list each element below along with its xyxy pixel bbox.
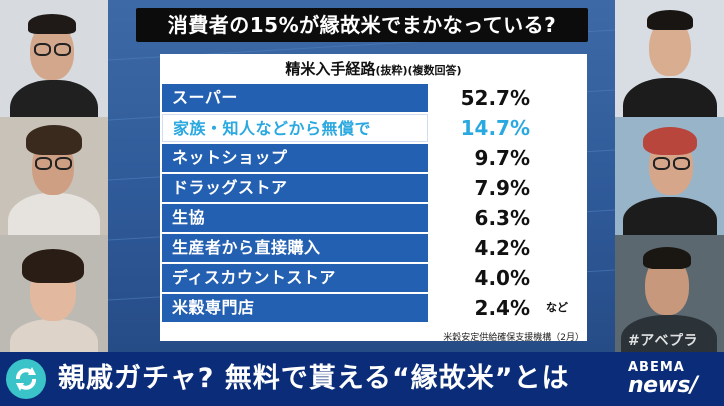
source-note: 米穀安定供給確保支援機構（2月） xyxy=(443,333,584,343)
panelist-2-glasses-right xyxy=(55,157,72,170)
panelist-video-4 xyxy=(615,0,724,117)
panelist-video-5 xyxy=(615,117,724,235)
panelist-1-hair xyxy=(28,14,76,34)
abema-news-logo: ABEMA news/ xyxy=(628,358,718,400)
row-label: 米穀専門店 xyxy=(162,294,428,322)
hashtag-watermark: #アベプラ xyxy=(628,333,698,349)
panelist-4-body xyxy=(623,78,717,117)
panelist-video-1 xyxy=(0,0,108,117)
row-value: 9.7% xyxy=(432,144,542,172)
panelist-5-glasses-right xyxy=(673,157,690,170)
row-label: 家族・知人などから無償で xyxy=(162,114,428,142)
table-row: 米穀専門店 2.4% xyxy=(162,294,585,322)
row-value: 4.0% xyxy=(432,264,542,292)
table-row: 生産者から直接購入 4.2% xyxy=(162,234,585,262)
abema-logo-top: ABEMA xyxy=(628,360,685,375)
panelist-4-hair xyxy=(647,10,693,30)
panelist-2-body xyxy=(8,193,100,235)
panelist-video-6 xyxy=(615,235,724,352)
panelist-video-3 xyxy=(0,235,108,352)
row-label: 生産者から直接購入 xyxy=(162,234,428,262)
table-row: ネットショップ 9.7% xyxy=(162,144,585,172)
table-row: スーパー 52.7% xyxy=(162,84,585,112)
row-label: ネットショップ xyxy=(162,144,428,172)
row-value: 6.3% xyxy=(432,204,542,232)
table-title-main: 精米入手経路 xyxy=(285,60,376,78)
panelist-5-glasses-left xyxy=(653,157,670,170)
panelist-5-hair xyxy=(643,127,697,155)
row-value: 7.9% xyxy=(432,174,542,202)
row-label: ドラッグストア xyxy=(162,174,428,202)
panelist-video-2 xyxy=(0,117,108,235)
panelist-3-hair xyxy=(22,249,84,283)
refresh-arrows-icon xyxy=(16,367,36,391)
refresh-logo-icon xyxy=(6,359,46,399)
abema-logo-bottom: news/ xyxy=(628,373,698,398)
row-value: 2.4% xyxy=(432,294,542,322)
panelist-1-glasses-right xyxy=(54,43,71,56)
panelist-5-body xyxy=(623,197,717,235)
etc-note: など xyxy=(546,301,568,314)
row-label: スーパー xyxy=(162,84,428,112)
row-label: ディスカウントストア xyxy=(162,264,428,292)
row-value: 14.7% xyxy=(432,114,542,142)
panelist-1-body xyxy=(10,80,98,117)
row-value: 52.7% xyxy=(432,84,542,112)
table-row: ディスカウントストア 4.0% xyxy=(162,264,585,292)
caption-text: 親戚ガチャ? 無料で貰える“縁故米”とは xyxy=(58,363,570,394)
panelist-1-glasses-left xyxy=(34,43,51,56)
caption-bar xyxy=(0,352,724,406)
row-value: 4.2% xyxy=(432,234,542,262)
panelist-3-body xyxy=(10,319,98,352)
table-title: 精米入手経路(抜粋)(複数回答) xyxy=(160,54,587,82)
table-title-sub1: (抜粋) xyxy=(375,64,408,77)
panelist-6-hair xyxy=(643,247,691,269)
table-title-sub2: (複数回答) xyxy=(407,64,462,77)
headline-text: 消費者の15%が縁故米でまかなっている? xyxy=(167,13,557,37)
data-table-card: 精米入手経路(抜粋)(複数回答) スーパー 52.7% 家族・知人などから無償で… xyxy=(160,54,587,341)
row-label: 生協 xyxy=(162,204,428,232)
table-row: ドラッグストア 7.9% xyxy=(162,174,585,202)
table-row-highlight: 家族・知人などから無償で 14.7% xyxy=(162,114,585,142)
panelist-6-body xyxy=(621,315,717,352)
table-row: 生協 6.3% xyxy=(162,204,585,232)
panelist-2-hair xyxy=(26,125,82,155)
panelist-2-glasses-left xyxy=(35,157,52,170)
headline-banner: 消費者の15%が縁故米でまかなっている? xyxy=(136,8,588,42)
